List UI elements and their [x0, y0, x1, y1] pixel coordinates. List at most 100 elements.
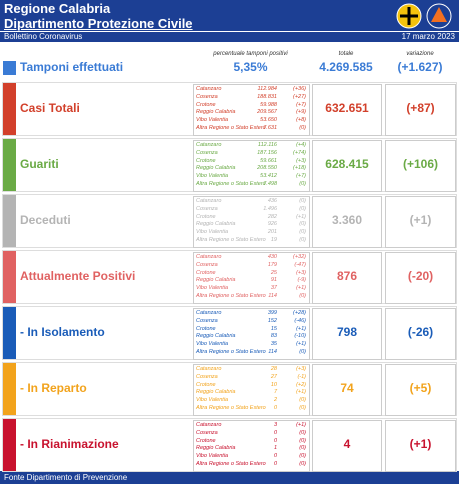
- province-change: (+74): [293, 149, 306, 156]
- section-label: Attualmente Positivi: [20, 269, 136, 283]
- province-value: 25: [270, 269, 277, 276]
- province-change: (+9): [296, 109, 306, 116]
- province-change: (+2): [296, 381, 306, 388]
- province: Crotone: [196, 157, 216, 164]
- total: 3.360: [331, 213, 363, 227]
- list-box: [193, 140, 310, 192]
- province: Vibo Valentia: [196, 173, 229, 180]
- section-label: Deceduti: [20, 213, 71, 227]
- province-value: 399: [267, 310, 277, 316]
- province: Reggio Calabria: [196, 445, 236, 452]
- province: Catanzaro: [196, 86, 222, 92]
- province-change: (0): [299, 181, 306, 187]
- province-change: (-9): [297, 277, 306, 284]
- section-label: - In Reparto: [20, 381, 87, 395]
- change: (+1.627): [397, 60, 443, 74]
- province-value: 53.412: [260, 173, 277, 180]
- change-box: [385, 252, 456, 304]
- province-change: (0): [299, 397, 306, 404]
- province-value: 15: [270, 325, 277, 332]
- province-value: 430: [267, 254, 277, 260]
- column-header: totale: [338, 51, 354, 57]
- total-box: [312, 196, 382, 248]
- province-change: (-46): [294, 317, 306, 324]
- marker: [3, 195, 16, 247]
- province-value: 7.631: [263, 125, 277, 131]
- province-value: 0: [273, 453, 277, 460]
- province: Catanzaro: [196, 422, 222, 428]
- change-box: [385, 84, 456, 136]
- province-value: 188.831: [257, 93, 277, 100]
- change: (+5): [409, 381, 432, 395]
- province-value: 0: [273, 437, 277, 444]
- change-box: [385, 308, 456, 360]
- list-box: [193, 420, 310, 472]
- total: 4.269.585: [319, 60, 373, 74]
- province: Altra Regione o Stato Estero: [196, 181, 266, 187]
- province: Catanzaro: [196, 254, 222, 260]
- province-value: 112.116: [257, 142, 277, 148]
- province: Altra Regione o Stato Estero: [196, 125, 266, 131]
- section-label: Guariti: [20, 157, 59, 171]
- change-box: [385, 140, 456, 192]
- province-change: (0): [299, 453, 306, 460]
- province: Reggio Calabria: [196, 277, 236, 284]
- province-change: (+1): [296, 422, 306, 428]
- province-change: (+27): [293, 93, 306, 100]
- bulletin: Bollettino Coronavirus: [4, 32, 83, 41]
- province: Cosenza: [196, 373, 218, 380]
- province-value: 201: [267, 229, 277, 236]
- change-box: [385, 196, 456, 248]
- province: Reggio Calabria: [196, 109, 236, 116]
- section-label: - In Rianimazione: [20, 437, 119, 451]
- province-change: (0): [299, 293, 306, 299]
- percent: 5,35%: [233, 60, 268, 74]
- province-value: 7.498: [263, 181, 277, 187]
- province-change: (0): [299, 437, 306, 444]
- province-change: (+4): [296, 142, 306, 148]
- province: Vibo Valentia: [196, 341, 229, 348]
- province-value: 1.496: [263, 205, 277, 212]
- province: Crotone: [196, 437, 216, 444]
- change: (-20): [407, 269, 434, 283]
- province-change: (+3): [296, 157, 306, 164]
- province-value: 59.661: [260, 157, 277, 164]
- province: Reggio Calabria: [196, 333, 236, 340]
- province: Cosenza: [196, 93, 218, 100]
- province-change: (0): [299, 429, 306, 436]
- province-value: 187.156: [257, 149, 277, 156]
- header-bar: [0, 0, 459, 31]
- total-box: [312, 84, 382, 136]
- province-value: 209.567: [257, 109, 277, 116]
- change-box: [385, 364, 456, 416]
- row-label: Tamponi effettuati: [20, 60, 124, 74]
- list-box: [193, 364, 310, 416]
- province-value: 436: [267, 198, 277, 204]
- province-change: (0): [299, 445, 306, 452]
- province-value: 282: [267, 213, 277, 220]
- province-change: (-1): [297, 373, 306, 380]
- date: 17 marzo 2023: [401, 32, 455, 41]
- province-value: 91: [270, 277, 277, 284]
- province: Cosenza: [196, 317, 218, 324]
- section-label: Casi Totali: [20, 101, 80, 115]
- province-change: (-47): [294, 261, 306, 268]
- change: (+106): [402, 157, 439, 171]
- list-box: [193, 196, 310, 248]
- province-change: (+36): [293, 86, 306, 92]
- marker: [3, 363, 16, 415]
- marker: [3, 83, 16, 135]
- province-change: (+7): [296, 173, 306, 180]
- province: Crotone: [196, 325, 216, 332]
- province: Altra Regione o Stato Estero: [196, 237, 266, 243]
- province-change: (0): [299, 229, 306, 236]
- province-change: (+8): [296, 117, 306, 124]
- province: Reggio Calabria: [196, 165, 236, 172]
- province-change: (0): [299, 405, 306, 411]
- province-change: (+18): [293, 165, 306, 172]
- province-change: (0): [299, 125, 306, 131]
- province: Catanzaro: [196, 142, 222, 148]
- marker: [3, 139, 16, 191]
- province-change: (0): [299, 198, 306, 204]
